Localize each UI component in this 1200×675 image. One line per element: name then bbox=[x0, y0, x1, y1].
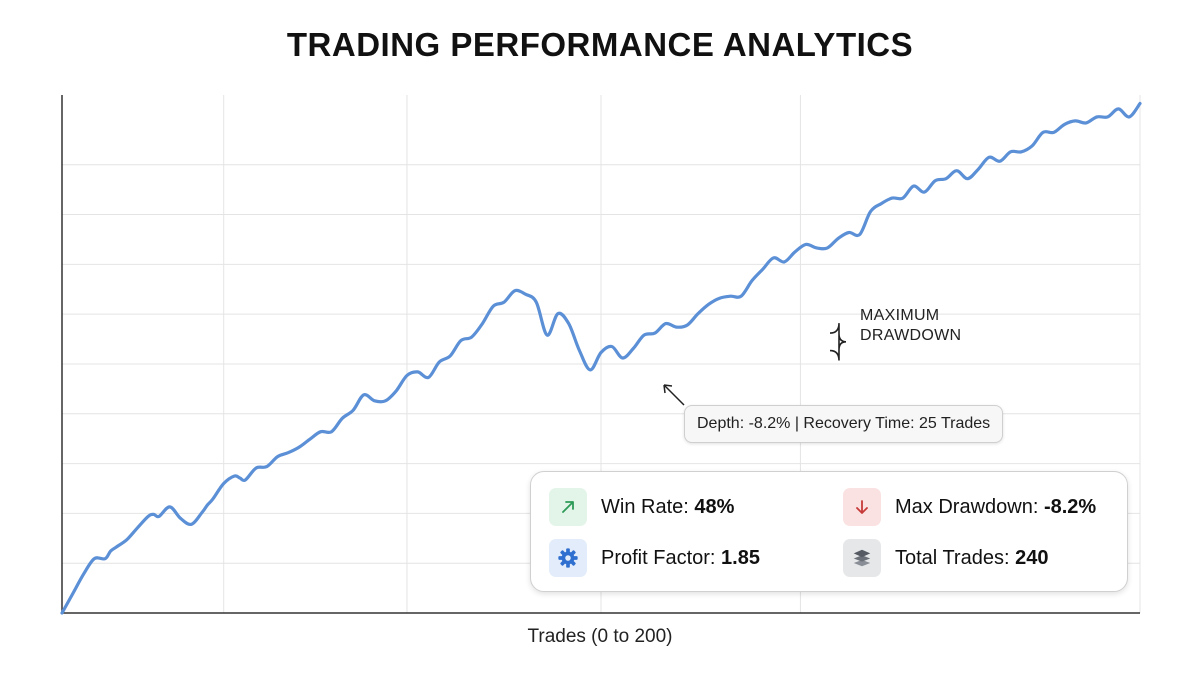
x-axis-label: Trades (0 to 200) bbox=[527, 626, 673, 647]
drawdown-brace bbox=[829, 323, 847, 361]
equity-curve-line bbox=[60, 101, 1142, 615]
drawdown-tooltip: Depth: -8.2% | Recovery Time: 25 Trades bbox=[684, 405, 1004, 443]
profit-factor-label: Profit Factor: bbox=[601, 546, 716, 569]
max-drawdown-label: Max Drawdown: bbox=[895, 495, 1039, 518]
gear-icon bbox=[549, 539, 587, 577]
total-trades-value: 240 bbox=[1015, 546, 1049, 569]
stat-win-rate: Win Rate: 48% bbox=[549, 488, 734, 526]
arrow-up-right-icon bbox=[549, 488, 587, 526]
drawdown-label-line2: DRAWDOWN bbox=[860, 327, 962, 344]
drawdown-label-line1: MAXIMUM bbox=[860, 307, 940, 324]
drawdown-annotation-label: MAXIMUM DRAWDOWN bbox=[860, 306, 961, 346]
total-trades-text: Total Trades: 240 bbox=[895, 547, 1048, 570]
win-rate-label: Win Rate: bbox=[601, 495, 689, 518]
win-rate-value: 48% bbox=[694, 495, 735, 518]
win-rate-text: Win Rate: 48% bbox=[601, 496, 734, 519]
arrow-down-icon bbox=[843, 488, 881, 526]
layers-icon bbox=[843, 539, 881, 577]
stat-total-trades: Total Trades: 240 bbox=[843, 539, 1048, 577]
chart-title: TRADING PERFORMANCE ANALYTICS bbox=[286, 26, 914, 63]
total-trades-label: Total Trades: bbox=[895, 546, 1010, 569]
stats-card: Win Rate: 48% Max Drawdown: -8.2% bbox=[530, 471, 1128, 592]
profit-factor-value: 1.85 bbox=[721, 546, 760, 569]
trough-arrow bbox=[663, 384, 685, 406]
axes bbox=[61, 95, 1140, 614]
stat-max-drawdown: Max Drawdown: -8.2% bbox=[843, 488, 1096, 526]
stat-profit-factor: Profit Factor: 1.85 bbox=[549, 539, 760, 577]
profit-factor-text: Profit Factor: 1.85 bbox=[601, 547, 760, 570]
grid bbox=[62, 95, 1141, 613]
max-drawdown-text: Max Drawdown: -8.2% bbox=[895, 496, 1096, 519]
max-drawdown-value: -8.2% bbox=[1043, 495, 1097, 518]
